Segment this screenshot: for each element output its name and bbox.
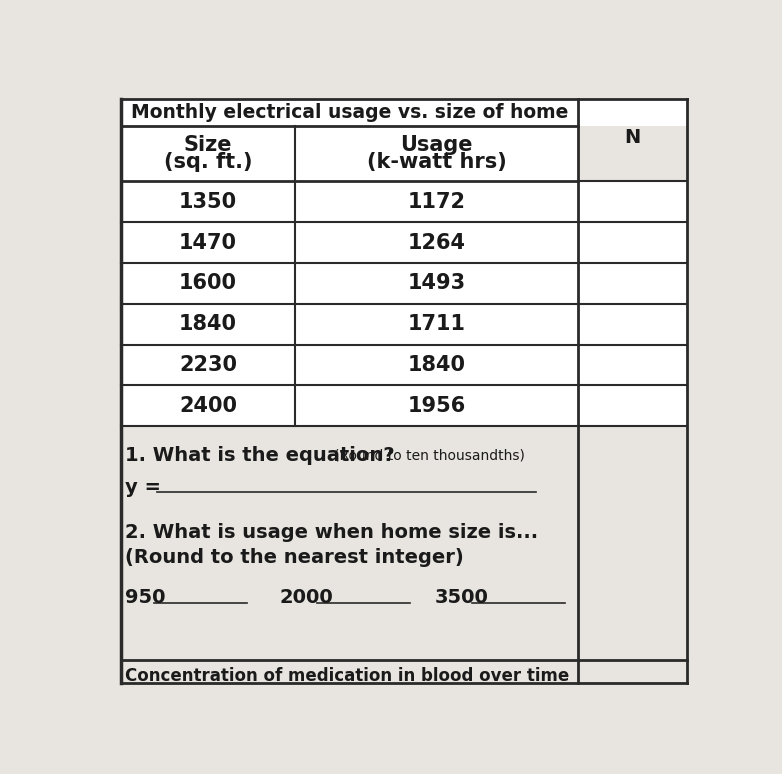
Text: N: N (624, 128, 640, 147)
Bar (578, 99, 687, 126)
Text: 1711: 1711 (407, 314, 465, 334)
Text: Concentration of medication in blood over time: Concentration of medication in blood ove… (125, 666, 569, 685)
Bar (121, 385, 578, 426)
Text: 1350: 1350 (179, 192, 237, 212)
Text: 1600: 1600 (179, 273, 237, 293)
Bar (121, 99, 578, 126)
Text: 1956: 1956 (407, 396, 465, 416)
Text: 1470: 1470 (179, 233, 237, 252)
Text: 1840: 1840 (407, 355, 465, 375)
Text: 2000: 2000 (280, 587, 334, 607)
Text: Size: Size (184, 135, 232, 156)
Text: 1264: 1264 (407, 233, 465, 252)
Text: 2. What is usage when home size is...: 2. What is usage when home size is... (125, 523, 538, 542)
Text: y =: y = (125, 478, 161, 498)
Text: 1840: 1840 (179, 314, 237, 334)
Text: (Round to the nearest integer): (Round to the nearest integer) (125, 548, 464, 567)
Bar (121, 263, 578, 304)
Bar (121, 304, 578, 344)
Bar (121, 126, 578, 181)
Text: 2230: 2230 (179, 355, 237, 375)
Text: Usage: Usage (400, 135, 473, 156)
Bar (121, 222, 578, 263)
Text: 1172: 1172 (407, 192, 465, 212)
Text: (sq. ft.): (sq. ft.) (163, 152, 252, 172)
Text: 1493: 1493 (407, 273, 465, 293)
Bar (121, 344, 578, 385)
Text: 950: 950 (125, 587, 165, 607)
Text: (Round to ten thousandths): (Round to ten thousandths) (334, 449, 525, 463)
Bar (121, 181, 578, 222)
Bar (578, 181, 687, 426)
Text: (k-watt hrs): (k-watt hrs) (367, 152, 507, 172)
Text: 3500: 3500 (435, 587, 489, 607)
Text: 2400: 2400 (179, 396, 237, 416)
Text: Monthly electrical usage vs. size of home: Monthly electrical usage vs. size of hom… (131, 103, 569, 122)
Text: 1. What is the equation?: 1. What is the equation? (125, 446, 394, 465)
